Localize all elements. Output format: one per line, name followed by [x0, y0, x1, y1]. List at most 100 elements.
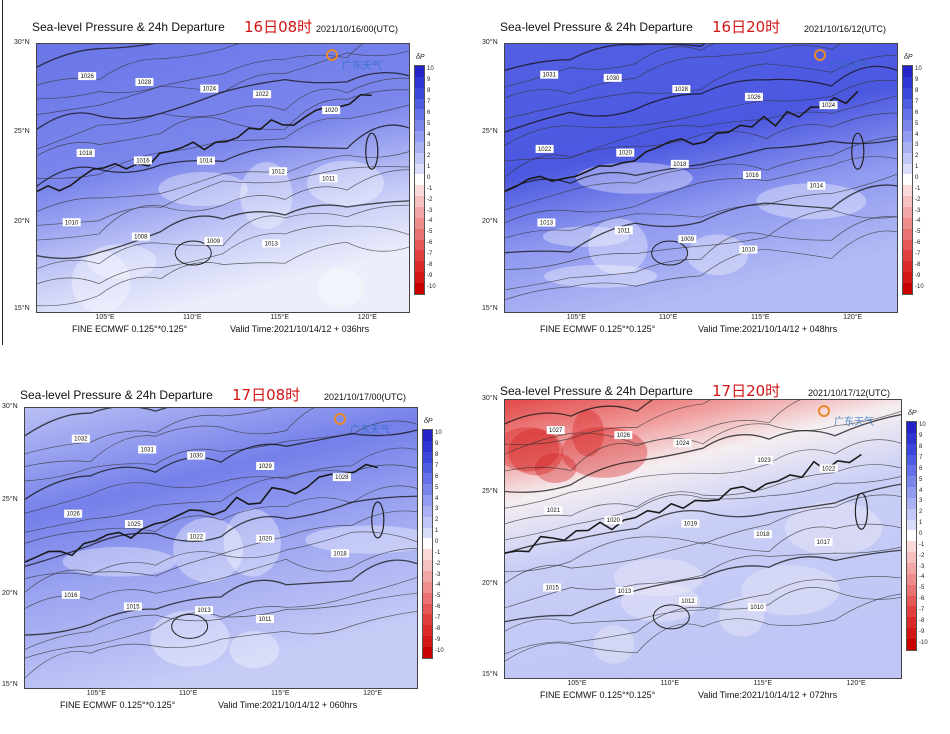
isobar-label: 1008: [131, 232, 150, 241]
svg-text:1018: 1018: [756, 532, 770, 538]
svg-text:1020: 1020: [259, 537, 273, 543]
isobar-line: [25, 495, 417, 567]
colorbar-tick: 8: [435, 452, 439, 459]
svg-text:1020: 1020: [619, 151, 633, 157]
panel-init-date: 2021/10/16/12(UTC): [804, 24, 887, 34]
latitude-label: 20°N: [482, 580, 498, 588]
colorbar-swatch: [903, 141, 912, 153]
isobar-label: 1011: [614, 226, 633, 235]
pressure-map: 1031 1030 1028 1026 1024 1022 1020 1018 1016 1014…: [504, 43, 898, 313]
hainan-island: [174, 240, 212, 266]
colorbar-tick: 8: [915, 88, 919, 95]
svg-text:1025: 1025: [127, 522, 141, 528]
isobar-line: [505, 112, 897, 178]
colorbar-swatch: [423, 495, 432, 506]
colorbar-swatch: [907, 606, 916, 618]
colorbar-swatch: [415, 120, 424, 132]
svg-text:1029: 1029: [259, 464, 273, 470]
panel-time-tag: 17日08时: [232, 386, 301, 404]
pressure-map: 1026 1028 1024 1022 1020 1018 1016 1014 1012 1011…: [36, 43, 410, 313]
colorbar-swatch: [415, 98, 424, 110]
colorbar-swatch: [907, 541, 916, 553]
svg-text:1009: 1009: [207, 239, 221, 245]
longitude-label: 115°E: [270, 314, 289, 321]
isobar-line: [505, 216, 897, 291]
isobar-label: 1028: [135, 77, 154, 86]
colorbar-tick: -2: [915, 196, 921, 203]
colorbar-swatch: [415, 141, 424, 153]
isobar-label: 1031: [540, 70, 559, 79]
svg-text:1022: 1022: [190, 535, 204, 541]
isobar-line: [37, 151, 409, 212]
colorbar-swatch: [423, 451, 432, 463]
colorbar-tick: -7: [427, 251, 433, 257]
isobar-label: 1010: [62, 218, 81, 227]
colorbar-swatch: [903, 109, 912, 121]
latitude-label: 30°N: [14, 39, 30, 46]
departure-blob: [86, 243, 157, 279]
longitude-label: 105°E: [566, 314, 586, 321]
svg-text:1011: 1011: [258, 617, 272, 623]
isobar-line: [505, 65, 897, 133]
departure-blob: [505, 427, 560, 472]
latitude-label: 20°N: [14, 217, 30, 225]
isobar-line: [37, 124, 409, 188]
svg-text:1024: 1024: [203, 87, 217, 93]
colorbar-tick: 3: [915, 142, 919, 149]
isobar-label: 1009: [204, 236, 223, 245]
map-svg: 1031 1030 1028 1026 1024 1022 1020 1018 1016 1014…: [505, 44, 897, 312]
colorbar-swatch: [907, 508, 916, 520]
isobar-line: [505, 464, 901, 525]
colorbar-swatch: [903, 163, 912, 175]
isobar-line: [25, 447, 417, 514]
colorbar-tick: -6: [427, 240, 433, 247]
map-svg: 1027 1026 1024 1023 1022 1021 1020 1019 1018 1017…: [505, 400, 901, 678]
colorbar-tick: 7: [435, 463, 439, 469]
svg-text:1026: 1026: [66, 512, 80, 518]
colorbar-swatch: [903, 120, 912, 132]
colorbar-tick: -8: [919, 617, 925, 624]
isobar-line: [505, 494, 901, 572]
colorbar-swatch: [907, 562, 916, 574]
colorbar-tick: 1: [427, 164, 431, 171]
colorbar-tick: -6: [435, 604, 441, 611]
hainan-island: [652, 604, 690, 630]
colorbar-tick: -4: [435, 582, 441, 589]
map-svg: 1026 1028 1024 1022 1020 1018 1016 1014 1012 1011…: [37, 44, 409, 312]
colorbar-tick: 6: [427, 109, 431, 116]
svg-text:1026: 1026: [747, 95, 761, 101]
colorbar-tick: 8: [427, 88, 431, 95]
longitude-label: 120°E: [846, 680, 866, 687]
colorbar-swatch: [423, 560, 432, 571]
colorbar-swatch: [903, 228, 912, 240]
isobar-label: 1022: [187, 532, 206, 541]
panel-init-date: 2021/10/16/00(UTC): [316, 24, 399, 34]
departure-blob: [62, 546, 177, 577]
colorbar-tick: 3: [435, 506, 439, 513]
pressure-map: 1032 1031 1030 1029 1028 1026 1025 1022 1020 1018…: [24, 407, 418, 689]
colorbar-title: δP: [416, 54, 425, 61]
colorbar-tick: 9: [919, 433, 923, 440]
colorbar-swatch: [423, 462, 432, 474]
departure-blob: [543, 264, 658, 288]
colorbar-swatch: [903, 152, 912, 164]
isobar-line: [505, 523, 901, 584]
coastline: [25, 463, 379, 563]
colorbar-tick: -5: [435, 593, 441, 600]
longitude-label: 120°E: [843, 314, 863, 321]
isobar-line: [25, 577, 417, 650]
coastline: [37, 93, 372, 193]
svg-text:1020: 1020: [607, 518, 621, 524]
model-source: FINE ECMWF 0.125°*0.125°: [540, 690, 656, 700]
svg-text:1024: 1024: [822, 103, 836, 109]
longitude-label: 110°E: [182, 314, 202, 321]
colorbar-tick: -7: [915, 251, 921, 257]
colorbar-tick: 5: [919, 476, 923, 483]
colorbar-swatch: [415, 196, 424, 207]
colorbar-swatch: [423, 505, 432, 517]
isobar-label: 1020: [616, 148, 635, 157]
svg-text:1010: 1010: [65, 220, 79, 226]
hainan-island: [651, 240, 689, 266]
colorbar-tick: 5: [427, 120, 431, 127]
colorbar-tick: 6: [915, 109, 919, 116]
